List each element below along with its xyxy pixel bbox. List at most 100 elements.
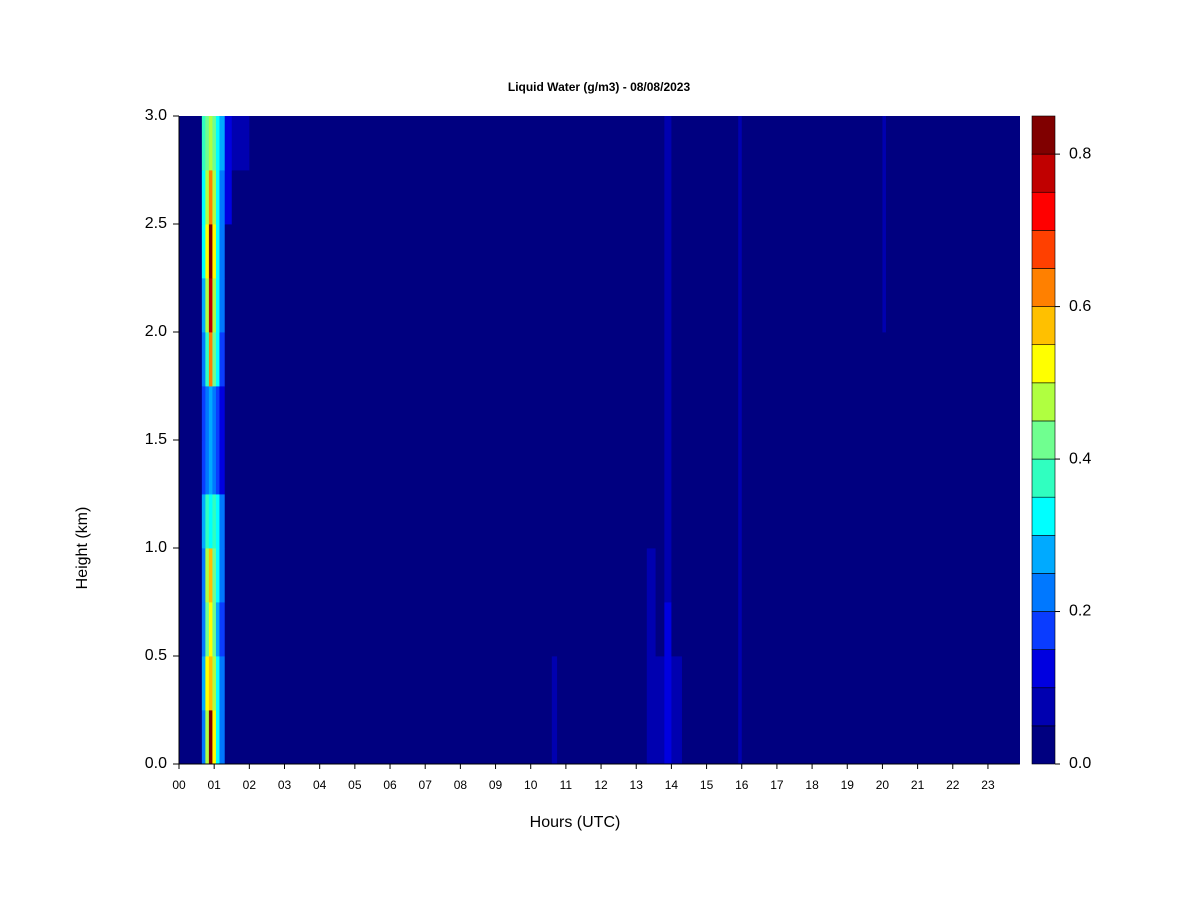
- heat-cell: [671, 332, 683, 387]
- heat-cell: [741, 602, 883, 657]
- heat-cell: [219, 170, 226, 225]
- heat-cell: [249, 710, 553, 765]
- x-tick-label: 20: [876, 778, 890, 792]
- heat-cell: [885, 548, 1020, 603]
- heat-cell: [741, 278, 883, 333]
- heat-cell: [681, 440, 739, 495]
- heat-cell: [671, 224, 683, 279]
- heat-cell: [219, 224, 226, 279]
- heat-cell: [215, 710, 220, 765]
- heat-cell: [224, 278, 233, 333]
- heat-cell: [655, 440, 665, 495]
- x-tick-label: 03: [278, 778, 292, 792]
- heat-cell: [201, 494, 206, 549]
- heat-cell: [231, 116, 250, 171]
- heat-cell: [205, 386, 210, 441]
- colorbar-tick-label: 0.8: [1069, 145, 1091, 162]
- heat-cell: [215, 332, 220, 387]
- heat-cell: [646, 170, 656, 225]
- x-tick-label: 19: [841, 778, 855, 792]
- heat-cell: [224, 224, 233, 279]
- heat-cell: [681, 170, 739, 225]
- y-axis-label: Height (km): [74, 507, 91, 590]
- heat-cell: [205, 440, 210, 495]
- heat-cell: [249, 440, 553, 495]
- heat-cell: [655, 170, 665, 225]
- x-tick-label: 22: [946, 778, 960, 792]
- heat-cell: [557, 656, 648, 711]
- heat-cell: [212, 440, 217, 495]
- heat-cell: [655, 332, 665, 387]
- heat-cell: [215, 602, 220, 657]
- heat-cell: [551, 548, 558, 603]
- x-tick-label: 06: [383, 778, 397, 792]
- heat-cell: [885, 116, 1020, 171]
- heat-cell: [741, 494, 883, 549]
- heat-cell: [201, 332, 206, 387]
- heat-cell: [882, 278, 887, 333]
- heat-cell: [557, 440, 648, 495]
- heat-cell: [664, 548, 672, 603]
- heat-cell: [885, 332, 1020, 387]
- heat-cell: [212, 494, 217, 549]
- heat-cell: [201, 440, 206, 495]
- heat-cell: [681, 548, 739, 603]
- heat-cell: [179, 278, 203, 333]
- x-axis-label: Hours (UTC): [530, 814, 621, 831]
- heat-cell: [681, 278, 739, 333]
- heat-cell: [212, 332, 217, 387]
- heat-cell: [224, 440, 233, 495]
- x-tick-label: 12: [594, 778, 608, 792]
- x-tick-label: 01: [207, 778, 221, 792]
- heat-cell: [231, 656, 250, 711]
- heat-cell: [224, 170, 233, 225]
- heat-cell: [882, 116, 887, 171]
- chart-title: Liquid Water (g/m3) - 08/08/2023: [508, 80, 691, 94]
- heat-cell: [557, 494, 648, 549]
- colorbar-tick-label: 0.4: [1069, 450, 1091, 467]
- heat-cell: [219, 656, 226, 711]
- x-tick-label: 21: [911, 778, 925, 792]
- heat-cell: [885, 386, 1020, 441]
- heat-cell: [179, 170, 203, 225]
- colorbar-tick-label: 0.0: [1069, 755, 1091, 772]
- heat-cell: [205, 332, 210, 387]
- heat-cell: [219, 494, 226, 549]
- colorbar-band: [1031, 268, 1056, 307]
- heat-cell: [738, 386, 743, 441]
- heat-cell: [224, 548, 233, 603]
- colorbar-band: [1031, 725, 1056, 765]
- colorbar-band: [1031, 420, 1056, 460]
- heat-cell: [557, 548, 648, 603]
- x-tick-label: 00: [172, 778, 186, 792]
- heat-cell: [551, 332, 558, 387]
- heat-cell: [219, 386, 226, 441]
- heat-cell: [215, 278, 220, 333]
- colorbar-band: [1031, 306, 1056, 346]
- y-tick-label: 2.5: [145, 215, 167, 232]
- heat-cell: [681, 224, 739, 279]
- heat-cell: [551, 278, 558, 333]
- heat-cell: [664, 278, 672, 333]
- heat-cell: [215, 656, 220, 711]
- heat-cell: [212, 170, 217, 225]
- colorbar-band: [1031, 191, 1056, 231]
- heat-cell: [201, 602, 206, 657]
- heat-cell: [681, 710, 739, 765]
- heat-cell: [205, 710, 210, 765]
- heat-cell: [646, 332, 656, 387]
- heat-cell: [201, 116, 206, 171]
- x-tick-label: 16: [735, 778, 749, 792]
- heat-cell: [671, 602, 683, 657]
- heat-cell: [208, 494, 213, 549]
- colorbar-band: [1031, 458, 1056, 498]
- heat-cell: [215, 170, 220, 225]
- heat-cell: [664, 386, 672, 441]
- y-tick-label: 1.0: [145, 539, 167, 556]
- x-tick-label: 17: [770, 778, 784, 792]
- heat-cell: [212, 224, 217, 279]
- heat-cell: [215, 548, 220, 603]
- heat-cell: [224, 602, 233, 657]
- heat-cell: [208, 656, 213, 711]
- heat-cell: [224, 656, 233, 711]
